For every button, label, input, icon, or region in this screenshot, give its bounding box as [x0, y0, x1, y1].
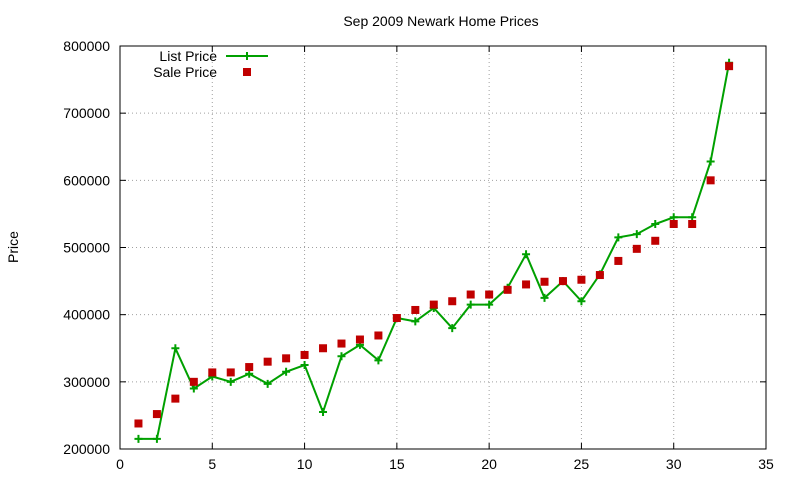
sale-price-point [282, 354, 291, 363]
list-price-point [245, 369, 254, 378]
x-tick-label: 15 [389, 456, 405, 472]
sale-price-point [263, 357, 272, 366]
legend-swatch-list-price-point [243, 52, 251, 60]
list-price-point [263, 379, 272, 388]
sale-price-point [632, 244, 641, 253]
sale-price-point [595, 271, 604, 280]
list-price-point [300, 361, 309, 370]
y-tick-label: 800000 [63, 38, 110, 54]
x-tick-label: 5 [208, 456, 216, 472]
list-price-point [411, 317, 420, 326]
sale-price-point [485, 290, 494, 299]
list-price-point [688, 213, 697, 222]
list-price-point [448, 324, 457, 333]
y-tick-label: 500000 [63, 240, 110, 256]
list-price-point [282, 367, 291, 376]
sale-price-point [411, 305, 420, 314]
legend-label-list-price: List Price [159, 48, 217, 64]
list-price-point [226, 377, 235, 386]
sale-price-point [171, 394, 180, 403]
sale-price-point [300, 350, 309, 359]
sale-price-point [429, 300, 438, 309]
y-tick-label: 600000 [63, 172, 110, 188]
list-price-point [319, 408, 328, 417]
sale-price-point [448, 297, 457, 306]
sale-price-point [355, 335, 364, 344]
list-price-point [337, 352, 346, 361]
sale-price-point [688, 219, 697, 228]
y-tick-label: 200000 [63, 441, 110, 457]
y-tick-label: 400000 [63, 307, 110, 323]
sale-price-point [208, 368, 217, 377]
sale-price-point [226, 368, 235, 377]
axis-ticks: 0 5 10 15 20 25 30 35 200000 300000 400000 500000 60… [63, 38, 774, 472]
sale-price-point [189, 377, 198, 386]
sale-price-point [374, 331, 383, 340]
sale-price-point [134, 419, 143, 428]
list-price-point [522, 250, 531, 259]
sale-price-point [540, 277, 549, 286]
chart-title: Sep 2009 Newark Home Prices [343, 13, 538, 29]
list-price-point [651, 219, 660, 228]
sale-price-point [337, 339, 346, 348]
list-price-point [706, 157, 715, 166]
sale-price-point [577, 275, 586, 284]
x-tick-label: 25 [574, 456, 590, 472]
sale-price-point [669, 219, 678, 228]
x-tick-label: 0 [116, 456, 124, 472]
list-price-point [374, 356, 383, 365]
legend-label-sale-price: Sale Price [153, 64, 217, 80]
sale-price-point [392, 314, 401, 323]
x-tick-label: 10 [297, 456, 313, 472]
x-tick-label: 20 [481, 456, 497, 472]
sale-price-point [245, 363, 254, 372]
list-price-point [669, 213, 678, 222]
sale-price-point [503, 285, 512, 294]
list-price-point [614, 233, 623, 242]
list-price-point [171, 344, 180, 353]
sale-price-point [725, 62, 734, 71]
sale-price-point [614, 256, 623, 265]
list-price-point [134, 434, 143, 443]
list-price-point [466, 300, 475, 309]
list-price-point [189, 384, 198, 393]
sale-price-point [651, 236, 660, 245]
sale-price-point [706, 176, 715, 185]
y-axis-label: Price [5, 231, 21, 263]
sale-price-point [319, 344, 328, 353]
y-tick-label: 700000 [63, 105, 110, 121]
y-tick-label: 300000 [63, 374, 110, 390]
list-price-point [540, 293, 549, 302]
legend-swatch-sale-price [243, 68, 251, 76]
sale-price-point [466, 290, 475, 299]
sale-price-point [152, 410, 161, 419]
sale-price-point [558, 277, 567, 286]
series-layer [134, 58, 734, 443]
x-tick-label: 35 [758, 456, 774, 472]
sale-price-point [522, 280, 531, 289]
list-price-point [485, 300, 494, 309]
list-price-point [152, 434, 161, 443]
x-tick-label: 30 [666, 456, 682, 472]
list-price-point [577, 297, 586, 306]
list-price-point [632, 230, 641, 239]
